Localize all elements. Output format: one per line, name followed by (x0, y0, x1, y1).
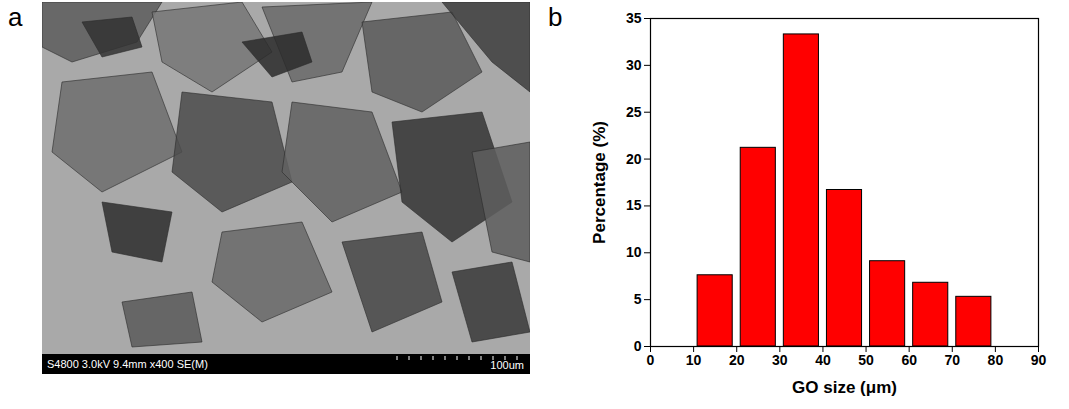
svg-text:GO size (μm): GO size (μm) (792, 378, 897, 397)
svg-text:S4800 3.0kV 9.4mm x400 SE(M): S4800 3.0kV 9.4mm x400 SE(M) (47, 358, 208, 370)
svg-text:60: 60 (901, 352, 917, 368)
html-text:b: b (548, 2, 563, 32)
svg-text:15: 15 (626, 197, 642, 213)
svg-text:30: 30 (772, 352, 788, 368)
svg-text:10: 10 (686, 352, 702, 368)
svg-text:90: 90 (1031, 352, 1047, 368)
svg-text:50: 50 (858, 352, 874, 368)
svg-text:20: 20 (729, 352, 745, 368)
svg-text:0: 0 (634, 338, 642, 354)
svg-text:25: 25 (626, 104, 642, 120)
svg-text:5: 5 (634, 291, 642, 307)
svg-text:35: 35 (626, 10, 642, 26)
svg-text:30: 30 (626, 57, 642, 73)
svg-text:80: 80 (988, 352, 1004, 368)
svg-text:10: 10 (626, 244, 642, 260)
html-text:a: a (8, 2, 23, 32)
svg-text:20: 20 (626, 151, 642, 167)
svg-text:Percentage (%): Percentage (%) (590, 121, 609, 244)
svg-text:70: 70 (944, 352, 960, 368)
svg-text:100um: 100um (490, 359, 524, 371)
svg-text:40: 40 (815, 352, 831, 368)
svg-text:0: 0 (647, 352, 655, 368)
